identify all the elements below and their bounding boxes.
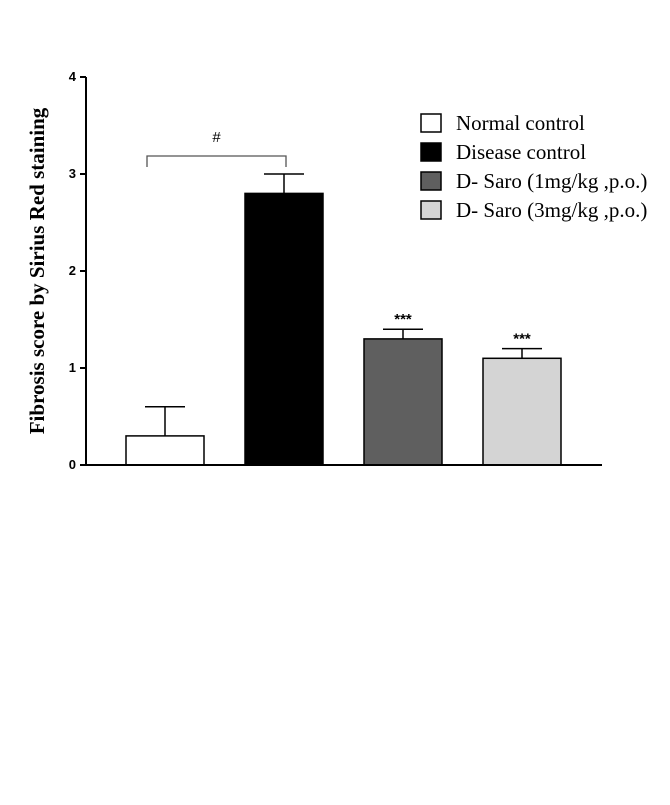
bar — [244, 192, 324, 466]
legend-swatch — [420, 142, 442, 162]
ticks-layer: 0 1 2 3 4 — [69, 69, 86, 472]
bar — [363, 338, 443, 466]
y-axis-title: Fibrosis score by Sirius Red staining — [25, 107, 49, 434]
bars-layer — [125, 173, 562, 466]
legend-swatch — [420, 171, 442, 191]
bracket-label: # — [212, 129, 221, 146]
annotations-layer: *** *** # — [146, 129, 531, 348]
y-tick-label: 2 — [69, 263, 76, 278]
y-tick-label: 1 — [69, 360, 76, 375]
y-tick-label: 4 — [69, 69, 77, 84]
legend-swatch — [420, 113, 442, 133]
legend-label: D- Saro (1mg/kg ,p.o.) — [456, 169, 647, 193]
legend-swatch — [420, 200, 442, 220]
bar — [482, 357, 562, 466]
legend: Normal control Disease control D- Saro (1m… — [420, 111, 647, 222]
y-tick-label: 3 — [69, 166, 76, 181]
y-tick-label: 0 — [69, 457, 76, 472]
legend-label: Normal control — [456, 111, 585, 135]
legend-label: D- Saro (3mg/kg ,p.o.) — [456, 198, 647, 222]
significance-bracket — [146, 155, 287, 167]
significance-label: *** — [394, 311, 412, 328]
significance-label: *** — [513, 331, 531, 348]
bar — [125, 435, 205, 466]
legend-label: Disease control — [456, 140, 586, 164]
